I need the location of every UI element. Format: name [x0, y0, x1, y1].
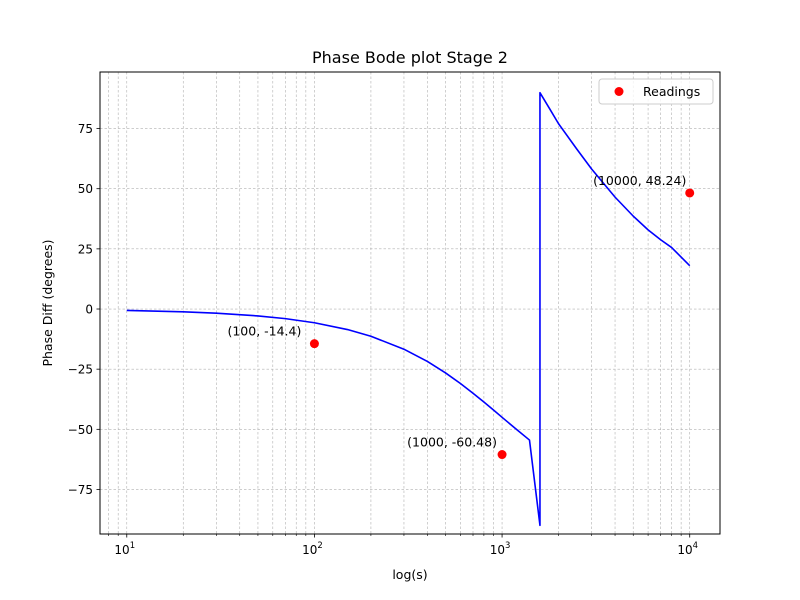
reading-label-2: (10000, 48.24) [593, 173, 686, 188]
grid [100, 72, 720, 534]
reading-point-0 [309, 339, 319, 349]
reading-point-1 [497, 450, 507, 460]
chart-title: Phase Bode plot Stage 2 [312, 48, 508, 67]
x-tick-label-1: 102 [302, 541, 323, 557]
y-axis-label: Phase Diff (degrees) [40, 239, 55, 366]
legend-box [598, 78, 714, 105]
y-tick-label-2: −25 [68, 363, 93, 377]
x-tick-label-3: 104 [677, 541, 698, 557]
y-tick-label-3: 0 [85, 303, 93, 317]
y-tick-label-0: −75 [68, 483, 93, 497]
y-tick-label-1: −50 [68, 423, 93, 437]
reading-label-1: (1000, -60.48) [407, 435, 497, 450]
model-curve [126, 91, 691, 527]
plot-frame [99, 71, 721, 535]
points-layer: (100, -14.4) (1000, -60.48) (10000, 48.24) [227, 173, 695, 460]
y-tick-label-6: 75 [78, 122, 93, 136]
reading-point-2 [685, 188, 695, 198]
curve-layer [126, 91, 691, 527]
y-tick-label-5: 50 [78, 182, 93, 196]
x-tick-label-0: 101 [114, 541, 135, 557]
reading-label-0: (100, -14.4) [227, 324, 301, 339]
y-tick-label-4: 25 [78, 242, 93, 256]
legend-label-readings: Readings [643, 84, 700, 99]
legend-marker-readings [614, 87, 624, 96]
x-tick-label-2: 103 [490, 541, 511, 557]
x-axis-label: log(s) [392, 567, 427, 582]
axis-ticks: 101 102 103 104 −75 −50 −25 0 25 50 75 [68, 122, 698, 557]
legend: Readings [598, 78, 714, 105]
